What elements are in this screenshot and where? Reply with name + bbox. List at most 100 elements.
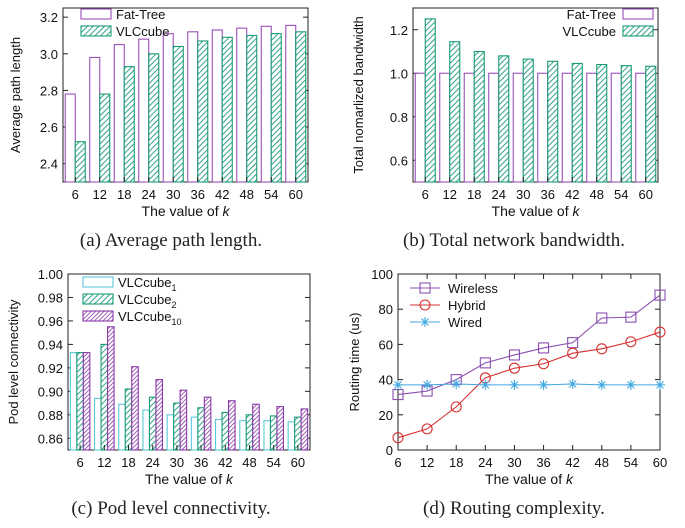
caption-b: (b) Total network bandwidth. bbox=[402, 230, 626, 251]
plot-frame bbox=[62, 7, 309, 183]
point-wireless-60 bbox=[654, 289, 666, 301]
chart-c-svg: 0.86 0.88 0.90 0.92 0.94 0.96 0.98 1.00 6 12 18 24 3… bbox=[6, 267, 311, 487]
point-wireless-42 bbox=[567, 337, 579, 349]
x-tick-label: 6 bbox=[394, 455, 401, 470]
bar-vlccube2-24 bbox=[148, 396, 157, 451]
x-tick-label: 24 bbox=[145, 455, 159, 470]
bar-vlccube-6 bbox=[74, 141, 86, 183]
bar-vlccube-54 bbox=[270, 33, 282, 183]
bar-fat-tree-12 bbox=[89, 56, 101, 183]
y-tick-label: 40 bbox=[379, 373, 393, 388]
x-tick-label: 6 bbox=[76, 455, 83, 470]
bar-vlccube10-42 bbox=[228, 400, 236, 451]
x-tick-label: 36 bbox=[536, 455, 550, 470]
bar-fat-tree-54 bbox=[260, 25, 272, 183]
y-tick-label: 0.96 bbox=[38, 314, 63, 329]
y-axis-label: Routing time (us) bbox=[347, 313, 362, 412]
point-wireless-48 bbox=[596, 312, 608, 324]
x-tick-label: 42 bbox=[565, 455, 579, 470]
series-line-hybrid bbox=[397, 331, 661, 439]
bar-fat-tree-6 bbox=[64, 93, 76, 183]
series-line-wireless bbox=[397, 294, 661, 396]
series-line-wired bbox=[398, 383, 660, 386]
bar-vlccube-24 bbox=[498, 55, 510, 183]
bar-vlccube-60 bbox=[295, 31, 307, 183]
x-tick-label: 60 bbox=[291, 455, 305, 470]
bar-vlccube10-6 bbox=[82, 352, 91, 451]
x-tick-label: 30 bbox=[170, 455, 184, 470]
x-tick-label: 18 bbox=[117, 187, 131, 202]
bar-fat-tree-18 bbox=[463, 72, 475, 183]
plot-frame bbox=[412, 7, 659, 183]
y-tick-label: 3.0 bbox=[40, 47, 58, 62]
bar-vlccube2-6 bbox=[76, 352, 84, 451]
bar-vlccube1-48 bbox=[239, 420, 247, 451]
bar-vlccube-48 bbox=[246, 34, 258, 183]
point-hybrid-54 bbox=[625, 336, 637, 348]
y-tick-label: 2.6 bbox=[40, 120, 58, 135]
x-tick-label: 60 bbox=[289, 187, 303, 202]
plot-frame bbox=[67, 273, 311, 451]
bar-vlccube1-6 bbox=[69, 352, 78, 451]
y-tick-label: 80 bbox=[379, 302, 393, 317]
x-tick-label: 12 bbox=[443, 187, 457, 202]
y-tick-label: 20 bbox=[379, 408, 393, 423]
bar-vlccube10-12 bbox=[107, 326, 115, 451]
y-tick-label: 2.4 bbox=[40, 157, 58, 172]
point-wireless-30 bbox=[508, 349, 520, 361]
x-tick-label: 54 bbox=[266, 455, 280, 470]
bar-vlccube2-48 bbox=[245, 414, 254, 451]
bar-vlccube-30 bbox=[522, 58, 534, 183]
bar-vlccube1-12 bbox=[94, 397, 102, 451]
point-hybrid-30 bbox=[508, 362, 520, 374]
x-tick-label: 48 bbox=[240, 187, 254, 202]
legend-label-0: VLCcube1 bbox=[118, 275, 177, 293]
point-wired-24 bbox=[480, 379, 491, 390]
legend-key-2 bbox=[82, 310, 114, 322]
y-tick-label: 100 bbox=[371, 267, 393, 282]
legend-key-0 bbox=[622, 8, 654, 20]
x-axis-label: The value of k bbox=[142, 203, 231, 219]
bar-vlccube1-42 bbox=[215, 418, 223, 451]
x-tick-label: 42 bbox=[565, 187, 579, 202]
bar-vlccube2-42 bbox=[221, 411, 230, 451]
point-hybrid-18 bbox=[450, 401, 462, 413]
point-wired-12 bbox=[422, 379, 433, 390]
bar-vlccube1-18 bbox=[118, 403, 126, 451]
x-tick-label: 18 bbox=[449, 455, 463, 470]
bar-vlccube10-24 bbox=[155, 379, 163, 451]
point-wireless-36 bbox=[538, 342, 550, 354]
bar-vlccube1-24 bbox=[142, 409, 150, 451]
y-tick-label: 1.0 bbox=[390, 66, 408, 81]
x-tick-label: 24 bbox=[492, 187, 506, 202]
chart-average-path-length: 2.4 2.6 2.8 3.0 3.2 6 12 18 24 30 36 42 48 54 60 Fat-Tr… bbox=[0, 0, 342, 228]
y-axis-label: Total nomarlized bandwidth bbox=[351, 16, 366, 174]
legend-key-1 bbox=[82, 293, 114, 305]
bar-fat-tree-48 bbox=[586, 72, 598, 183]
x-tick-label: 36 bbox=[194, 455, 208, 470]
y-axis-label: Pod level connectivity bbox=[6, 299, 21, 425]
x-tick-label: 12 bbox=[93, 187, 107, 202]
bar-fat-tree-24 bbox=[138, 38, 150, 183]
bar-vlccube-54 bbox=[620, 65, 632, 183]
bar-vlccube-42 bbox=[571, 62, 583, 183]
legend-label-1: VLCcube bbox=[563, 24, 616, 39]
legend-label-1: Hybrid bbox=[448, 298, 486, 313]
x-axis-label: The value of k bbox=[492, 203, 581, 219]
point-wired-6 bbox=[393, 379, 403, 390]
legend-key-0 bbox=[80, 8, 112, 20]
legend-label-2: Wired bbox=[448, 315, 482, 330]
x-tick-label: 30 bbox=[507, 455, 521, 470]
legend-key-0 bbox=[82, 276, 114, 288]
bar-vlccube10-48 bbox=[252, 403, 260, 451]
legend-label-1: VLCcube bbox=[116, 24, 169, 39]
legend-label-2: VLCcube10 bbox=[118, 309, 182, 327]
x-tick-label: 36 bbox=[191, 187, 205, 202]
bar-vlccube1-54 bbox=[263, 420, 272, 451]
bar-vlccube2-30 bbox=[173, 402, 181, 451]
bar-vlccube-18 bbox=[123, 66, 135, 183]
x-tick-label: 48 bbox=[590, 187, 604, 202]
bar-vlccube1-60 bbox=[287, 421, 296, 451]
bar-vlccube-42 bbox=[221, 36, 233, 183]
y-tick-label: 0.90 bbox=[38, 384, 63, 399]
